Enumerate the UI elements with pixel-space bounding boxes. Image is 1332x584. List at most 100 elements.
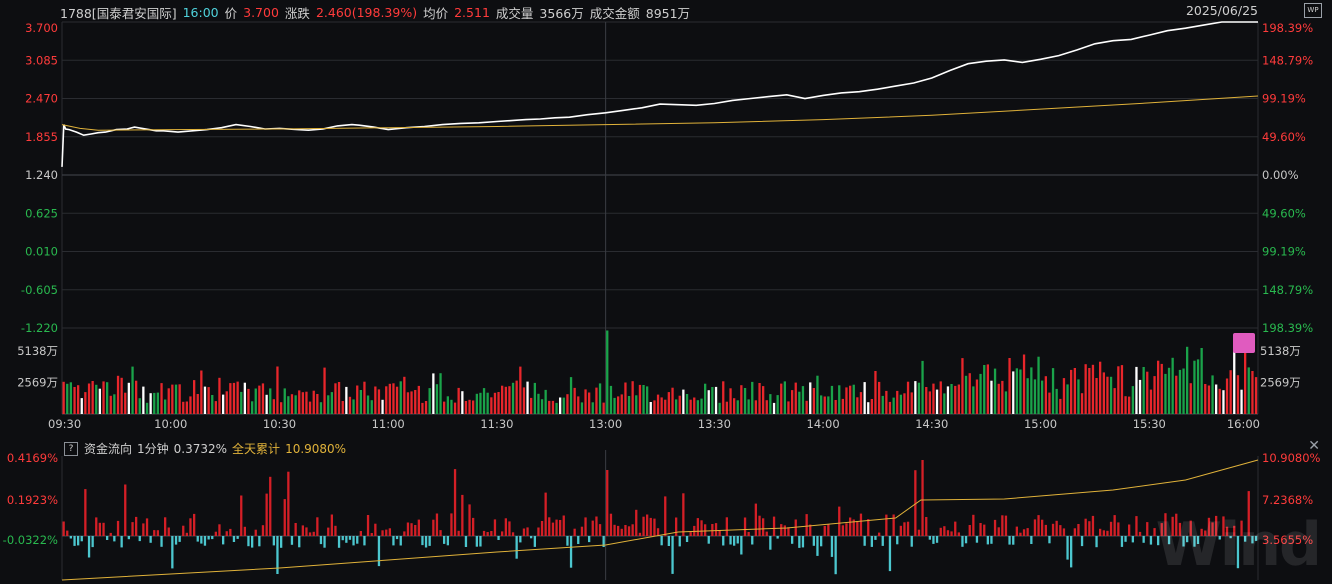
volume-bar <box>910 392 913 414</box>
flow-bar-pos <box>265 493 268 536</box>
volume-bar <box>457 387 460 414</box>
volume-bar <box>417 385 420 414</box>
volume-bar <box>798 391 801 414</box>
volume-bar <box>395 386 399 414</box>
volume-bar <box>486 392 489 414</box>
flow-bar-neg <box>236 536 239 539</box>
volume-bar <box>1120 365 1124 414</box>
price-y-tick-label: 0.625 <box>25 206 58 220</box>
volume-bar <box>200 370 203 414</box>
wp-icon[interactable]: WP <box>1304 3 1322 18</box>
volume-bar <box>294 395 297 414</box>
volume-bar <box>921 360 924 414</box>
flow-bar-neg <box>1157 536 1160 546</box>
flow-bar-neg <box>776 536 779 539</box>
flow-bar-pos <box>410 523 413 536</box>
flow-bar-neg <box>588 536 591 543</box>
volume-bar <box>765 400 768 414</box>
volume-bar <box>867 402 870 414</box>
volume-bar <box>747 399 750 414</box>
flow-bar-neg <box>1182 536 1185 547</box>
volume-bar <box>428 388 431 414</box>
volume-bar <box>729 388 732 414</box>
volume-bar <box>990 380 993 414</box>
flow-bar-pos <box>370 533 373 536</box>
volume-bar <box>1157 360 1160 414</box>
volume-bar <box>106 382 109 414</box>
help-icon[interactable]: ? <box>64 441 78 456</box>
close-icon[interactable]: ✕ <box>1308 438 1320 454</box>
flow-bar-neg <box>740 536 743 555</box>
volume-bar <box>522 387 526 414</box>
x-tick-label: 10:30 <box>263 417 296 431</box>
flow-bar-pos <box>838 506 841 536</box>
volume-bar <box>859 392 863 414</box>
flow-bar-neg <box>323 536 326 548</box>
flow-bar-pos <box>1022 529 1026 536</box>
flow-bar-pos <box>754 503 757 536</box>
flow-bar-pos <box>1044 524 1047 536</box>
volume-bar <box>693 397 696 414</box>
price-y-tick-label: 3.085 <box>25 53 58 67</box>
volume-bar <box>149 393 152 414</box>
flow-bar-pos <box>559 520 562 536</box>
flow-bar-neg <box>519 536 522 543</box>
flow-bar-pos <box>595 516 598 536</box>
flow-bar-pos <box>646 514 649 536</box>
flow-bar-pos <box>675 517 678 536</box>
flow-bar-neg <box>77 536 80 546</box>
volume-bar <box>816 375 819 414</box>
volume-bar <box>193 380 196 414</box>
flow-bar-neg <box>816 536 819 556</box>
volume-bar <box>682 389 685 414</box>
pct-y-tick-label: 0.00% <box>1262 168 1299 182</box>
flow-bar-neg <box>975 536 979 543</box>
volume-bar <box>526 381 529 414</box>
pct-y-tick-label: 198.39% <box>1262 21 1313 35</box>
volume-bar <box>1182 368 1185 414</box>
volume-bar <box>84 392 87 414</box>
price-y-tick-label: 1.855 <box>25 130 58 144</box>
flow-bar-neg <box>685 536 689 542</box>
volume-bar <box>1167 367 1171 414</box>
flow-bar-pos <box>468 504 471 536</box>
volume-bar <box>1022 354 1026 414</box>
flow-bar-neg <box>935 536 939 543</box>
volume-bar <box>1008 358 1011 414</box>
flow-bar-pos <box>486 532 489 536</box>
quote-time: 16:00 <box>182 4 219 20</box>
volume-bar <box>559 397 562 414</box>
flow-bar-pos <box>508 521 511 536</box>
flow-bar-neg <box>443 536 446 544</box>
flow-bar-pos <box>613 524 616 536</box>
flow-bar-pos <box>1200 528 1203 536</box>
x-tick-label: 15:00 <box>1024 417 1057 431</box>
volume-bar <box>997 383 1000 414</box>
flow-bar-pos <box>682 493 685 536</box>
volume-bar <box>1102 372 1105 414</box>
flow-bar-pos <box>1204 530 1207 536</box>
volume-bar <box>337 382 341 414</box>
flow-bar-pos <box>182 525 185 536</box>
flow-bar-pos <box>689 532 692 536</box>
flow-bar-pos <box>381 530 384 536</box>
flow-bar-neg <box>812 536 815 546</box>
flow-bar-pos <box>185 532 188 536</box>
volume-bar <box>1193 360 1196 414</box>
volume-bar <box>1229 370 1232 414</box>
flow-bar-pos <box>1113 515 1116 536</box>
flow-period[interactable]: 1分钟 <box>137 442 169 456</box>
x-tick-label: 15:30 <box>1133 417 1166 431</box>
volume-bar <box>319 402 323 414</box>
flow-bar-pos <box>1171 516 1174 536</box>
flow-bar-pos <box>294 523 297 536</box>
flow-bar-neg <box>569 536 573 568</box>
flow-bar-pos <box>1055 520 1058 536</box>
flow-bar-neg <box>247 536 250 547</box>
volume-bar <box>497 392 500 414</box>
volume-bar <box>838 385 841 414</box>
flow-bar-pos <box>1225 526 1229 536</box>
volume-bar <box>493 392 497 414</box>
volume-bar <box>508 386 511 414</box>
flow-bar-pos <box>856 521 859 536</box>
